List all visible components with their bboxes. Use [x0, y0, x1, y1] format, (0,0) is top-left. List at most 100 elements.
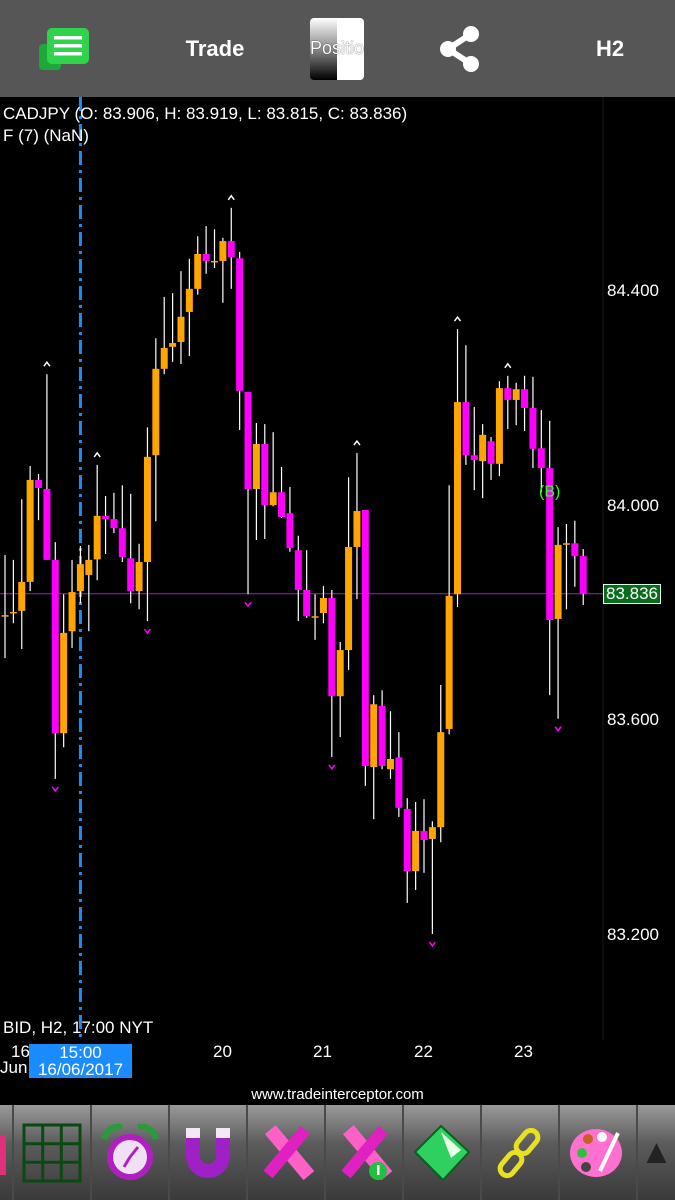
candle-body	[211, 260, 218, 263]
folder-icon	[413, 1124, 471, 1181]
x-tick-label: 16	[11, 1042, 30, 1061]
candle-body	[152, 368, 160, 456]
drawing-tools-info-button[interactable]	[324, 1105, 402, 1200]
drawing-tools-button[interactable]	[246, 1105, 324, 1200]
candle-body	[269, 492, 277, 506]
candle-body	[18, 581, 26, 611]
y-tick-label: 83.200	[607, 925, 659, 944]
drawing-tools-icon	[263, 1124, 315, 1180]
fractal-up-arrow	[353, 439, 361, 446]
candle-body	[512, 389, 520, 400]
candle-body	[278, 492, 286, 517]
fractal-down-arrow	[428, 941, 436, 948]
candle-body	[252, 443, 260, 490]
candle-body	[529, 408, 537, 449]
alarm-button[interactable]	[90, 1105, 168, 1200]
candle-body	[51, 559, 59, 734]
candle-body	[546, 468, 554, 620]
candle-body	[353, 511, 361, 548]
candle-body	[437, 732, 445, 828]
candle-body	[102, 515, 110, 520]
candle-body	[462, 402, 470, 456]
y-tick-label: 83.600	[607, 710, 659, 729]
candle-body	[177, 316, 185, 342]
candle-body	[378, 705, 386, 766]
magnet-button[interactable]	[168, 1105, 246, 1200]
candle-body	[579, 556, 587, 594]
fractal-down-arrow	[51, 786, 59, 793]
candle-body	[319, 597, 327, 614]
drawing-tools-info-icon	[341, 1124, 393, 1180]
share-icon	[440, 25, 479, 72]
candle-body	[403, 808, 411, 872]
candle-body	[85, 559, 93, 575]
bid-readout: BID, H2, 17:00 NYT	[3, 1018, 154, 1037]
candle-body	[345, 547, 353, 651]
candle-body	[336, 650, 344, 697]
positions-label: Positio	[310, 37, 364, 58]
candle-body	[26, 479, 34, 582]
fractal-down-arrow	[143, 628, 152, 635]
y-tick-label: 84.400	[607, 281, 659, 300]
candle-body	[487, 441, 495, 464]
cursor-time: 15:00	[59, 1043, 102, 1062]
candle-body	[127, 558, 135, 592]
candle-body	[537, 448, 545, 469]
partial-tool-button[interactable]: ▲	[636, 1105, 675, 1200]
candle-body	[386, 759, 394, 770]
folder-button[interactable]	[402, 1105, 480, 1200]
candle-body	[303, 589, 311, 617]
fractal-down-arrow	[244, 601, 252, 608]
candle-body	[370, 704, 378, 768]
candle-body	[286, 513, 294, 549]
trade-button[interactable]: Trade	[185, 35, 245, 61]
candle-body	[1, 615, 9, 617]
x-tick-label: 22	[414, 1042, 433, 1061]
positions-button[interactable]: Positio	[308, 0, 366, 97]
indicator-readout: F (7) (NaN)	[3, 126, 89, 145]
candle-body	[504, 388, 512, 400]
y-tick-label: 84.000	[607, 496, 659, 515]
candle-body	[454, 402, 462, 595]
candle-body	[562, 543, 570, 545]
candle-body	[43, 489, 51, 560]
fractal-up-arrow	[93, 451, 101, 458]
partial-tool-icon[interactable]	[0, 1135, 6, 1175]
candle-body	[521, 389, 529, 409]
candle-body	[9, 611, 17, 614]
candle-body	[93, 515, 101, 560]
candle-body	[143, 456, 151, 563]
candle-body	[68, 592, 76, 632]
link-button[interactable]	[480, 1105, 558, 1200]
fractal-up-arrow	[453, 315, 462, 322]
magnet-icon	[186, 1127, 230, 1178]
candle-body	[479, 434, 487, 462]
timeframe-button[interactable]: H2	[595, 35, 625, 61]
candle-body	[428, 827, 436, 839]
share-button[interactable]	[430, 0, 490, 97]
menu-button[interactable]	[30, 0, 100, 97]
palette-button[interactable]	[558, 1105, 636, 1200]
bottom-toolbar: ▲	[0, 1105, 675, 1200]
candle-body	[294, 550, 302, 590]
alarm-clock-icon	[101, 1123, 159, 1180]
candle-body	[395, 757, 403, 808]
partial-tool-icon: ▲	[639, 1133, 674, 1171]
candle-body	[412, 830, 420, 872]
grid-button[interactable]	[12, 1105, 90, 1200]
candle-body	[202, 253, 210, 261]
candle-body	[470, 455, 478, 461]
candle-body	[236, 258, 244, 391]
candle-body	[160, 347, 168, 369]
candle-body	[60, 632, 68, 734]
palette-icon	[570, 1128, 622, 1177]
candle-body	[227, 241, 235, 258]
buy-order-marker: (B)	[539, 484, 560, 501]
candle-body	[169, 343, 177, 347]
candle-body	[76, 564, 84, 592]
candle-body	[118, 528, 126, 558]
candle-body	[35, 479, 43, 488]
candle-body	[420, 830, 428, 841]
top-toolbar: Trade Positio H2	[0, 0, 675, 97]
